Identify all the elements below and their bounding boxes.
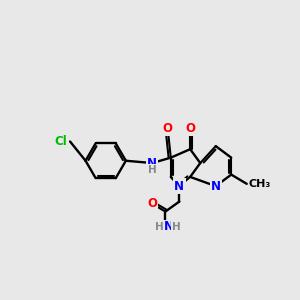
- Text: N: N: [147, 157, 157, 169]
- Text: N: N: [174, 180, 184, 193]
- Text: O: O: [147, 197, 157, 210]
- Text: O: O: [185, 122, 195, 135]
- Text: N: N: [164, 220, 173, 233]
- Text: H: H: [172, 222, 181, 232]
- Text: H: H: [148, 165, 157, 175]
- Text: CH₃: CH₃: [248, 179, 271, 189]
- Text: O: O: [163, 122, 173, 135]
- Text: Cl: Cl: [54, 135, 67, 148]
- Text: H: H: [155, 222, 164, 232]
- Text: N: N: [211, 180, 221, 193]
